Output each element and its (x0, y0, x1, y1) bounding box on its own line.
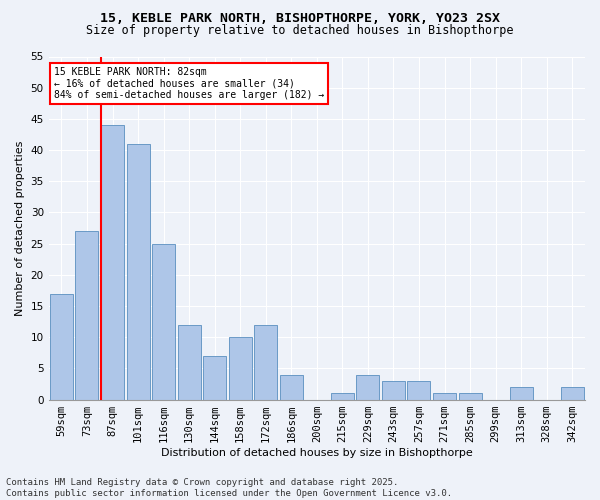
Bar (561, 387, 584, 400)
Bar (280, 374, 303, 400)
Bar (382, 381, 405, 400)
X-axis label: Distribution of detached houses by size in Bishopthorpe: Distribution of detached houses by size … (161, 448, 473, 458)
Text: Size of property relative to detached houses in Bishopthorpe: Size of property relative to detached ho… (86, 24, 514, 37)
Bar (254, 324, 277, 400)
Bar (356, 374, 379, 400)
Bar (101, 125, 124, 400)
Text: 15 KEBLE PARK NORTH: 82sqm
← 16% of detached houses are smaller (34)
84% of semi: 15 KEBLE PARK NORTH: 82sqm ← 16% of deta… (54, 67, 324, 100)
Bar (178, 324, 200, 400)
Text: 15, KEBLE PARK NORTH, BISHOPTHORPE, YORK, YO23 2SX: 15, KEBLE PARK NORTH, BISHOPTHORPE, YORK… (100, 12, 500, 26)
Bar (509, 387, 533, 400)
Bar (331, 394, 354, 400)
Bar (127, 144, 149, 400)
Bar (407, 381, 430, 400)
Text: Contains HM Land Registry data © Crown copyright and database right 2025.
Contai: Contains HM Land Registry data © Crown c… (6, 478, 452, 498)
Bar (433, 394, 456, 400)
Bar (152, 244, 175, 400)
Bar (50, 294, 73, 400)
Bar (458, 394, 482, 400)
Y-axis label: Number of detached properties: Number of detached properties (15, 140, 25, 316)
Bar (229, 337, 252, 400)
Bar (76, 231, 98, 400)
Bar (203, 356, 226, 400)
